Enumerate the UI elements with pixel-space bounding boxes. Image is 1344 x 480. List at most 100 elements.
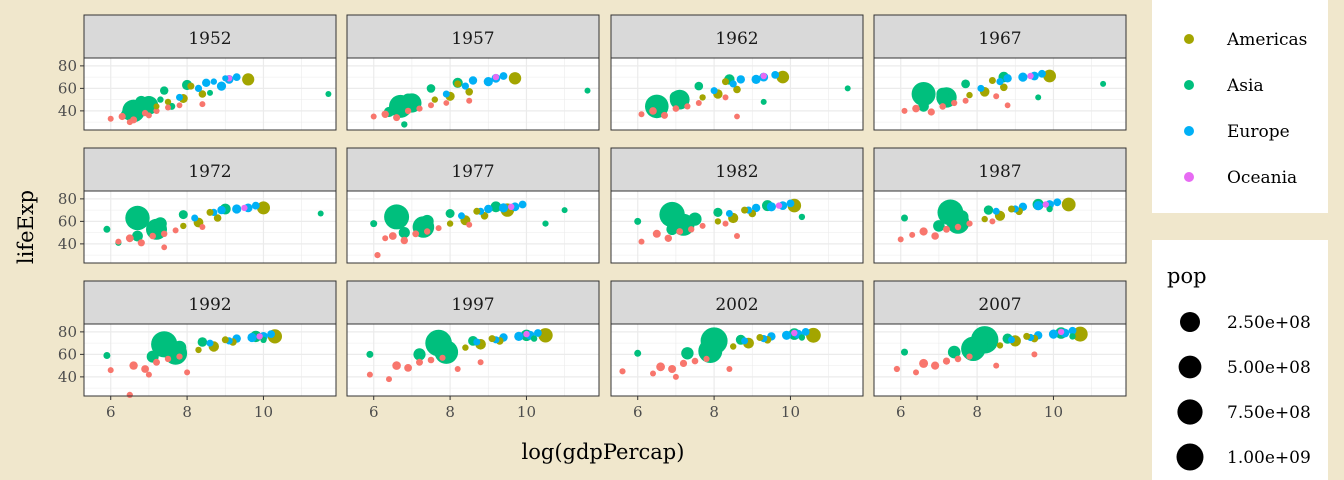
- data-point: [775, 202, 783, 209]
- data-point: [798, 334, 806, 341]
- data-point: [400, 236, 408, 245]
- data-point: [398, 227, 410, 239]
- data-point: [172, 340, 187, 355]
- data-point: [676, 228, 684, 235]
- data-point: [247, 332, 257, 343]
- data-point: [703, 355, 710, 362]
- gridlines: [611, 324, 863, 396]
- data-point: [714, 218, 722, 225]
- data-point: [251, 201, 260, 210]
- data-point: [488, 335, 496, 343]
- x-tick-label: 8: [445, 403, 455, 421]
- y-axis-title: lifeExp: [14, 190, 38, 264]
- data-point: [966, 220, 973, 227]
- legend-key-americas: [1184, 34, 1194, 44]
- legend: pop Americas Asia Europe Oceania 2.50e+08 5.0…: [1152, 0, 1328, 480]
- y-tick-label: 60: [58, 212, 77, 230]
- data-point: [942, 357, 951, 365]
- data-point: [473, 338, 481, 346]
- data-point: [199, 101, 206, 108]
- data-point: [1048, 329, 1059, 339]
- data-point: [424, 228, 431, 235]
- data-point: [232, 204, 242, 214]
- data-point: [989, 218, 996, 225]
- data-point: [666, 223, 678, 235]
- size-legend-key: [1178, 355, 1202, 379]
- data-point: [416, 358, 423, 366]
- x-tick-label: 8: [709, 403, 719, 421]
- data-point: [722, 220, 729, 227]
- facet-panel-1987: 1987: [873, 147, 1127, 264]
- data-point: [691, 357, 699, 365]
- plot-area: [84, 191, 336, 263]
- panel-border: [83, 323, 337, 397]
- facet-strip: [873, 280, 1127, 325]
- data-point: [694, 81, 704, 91]
- data-point: [912, 104, 920, 113]
- facet-panel-1982: 1982: [610, 147, 864, 264]
- data-point: [172, 227, 179, 234]
- color-legend-box: [1152, 0, 1328, 213]
- data-point: [947, 345, 961, 359]
- data-point: [145, 112, 152, 119]
- x-tick-label: 10: [1044, 403, 1063, 421]
- facet-strip: [83, 14, 337, 59]
- data-point: [454, 366, 461, 372]
- data-point: [672, 373, 679, 380]
- data-point: [157, 96, 164, 103]
- gridlines: [84, 191, 336, 263]
- data-point: [672, 105, 680, 112]
- data-point: [966, 353, 973, 360]
- facet-strip-label: 1957: [451, 29, 494, 49]
- data-point: [909, 231, 916, 238]
- data-point: [176, 353, 183, 360]
- data-point: [973, 337, 989, 352]
- data-point: [1046, 205, 1053, 213]
- data-point: [499, 72, 508, 80]
- x-tick-label: 10: [517, 403, 536, 421]
- gridlines: [611, 191, 863, 263]
- x-axis-title: log(gdpPercap): [522, 440, 685, 464]
- data-point: [722, 78, 729, 86]
- data-point: [656, 362, 665, 372]
- data-point: [1038, 69, 1046, 78]
- data-point: [911, 82, 936, 106]
- data-point: [518, 200, 527, 209]
- data-point: [439, 339, 454, 354]
- data-point: [756, 334, 764, 341]
- data-point: [129, 361, 138, 370]
- data-point: [370, 220, 378, 228]
- data-point: [241, 204, 248, 212]
- facet-strip: [873, 147, 1127, 192]
- data-point: [165, 104, 171, 111]
- facet-panel-1992: 1992: [83, 280, 337, 398]
- data-point: [445, 209, 455, 218]
- data-point: [798, 213, 806, 221]
- data-point: [688, 226, 695, 233]
- size-legend-title: pop: [1167, 264, 1207, 288]
- data-point: [458, 212, 465, 220]
- data-point: [137, 239, 145, 247]
- plot-area: [874, 191, 1126, 263]
- data-point: [498, 203, 509, 213]
- data-point: [431, 96, 438, 103]
- data-point: [202, 78, 211, 88]
- data-point: [684, 103, 691, 110]
- data-point: [153, 358, 160, 366]
- data-point: [454, 80, 462, 88]
- data-point: [118, 112, 126, 121]
- x-tick-label: 6: [369, 403, 379, 421]
- data-point: [1042, 201, 1050, 208]
- data-point: [1057, 328, 1065, 336]
- data-point: [699, 222, 706, 229]
- data-point: [402, 93, 415, 106]
- data-point: [954, 355, 962, 363]
- plot-area: [84, 324, 336, 396]
- data-point: [388, 232, 397, 240]
- facet-strip: [346, 14, 600, 59]
- facet-panel-1962: 1962: [610, 14, 864, 131]
- panel-border: [346, 323, 600, 397]
- panel-border: [610, 57, 864, 131]
- data-point: [199, 224, 206, 230]
- facet-panel-1957: 1957: [346, 14, 600, 131]
